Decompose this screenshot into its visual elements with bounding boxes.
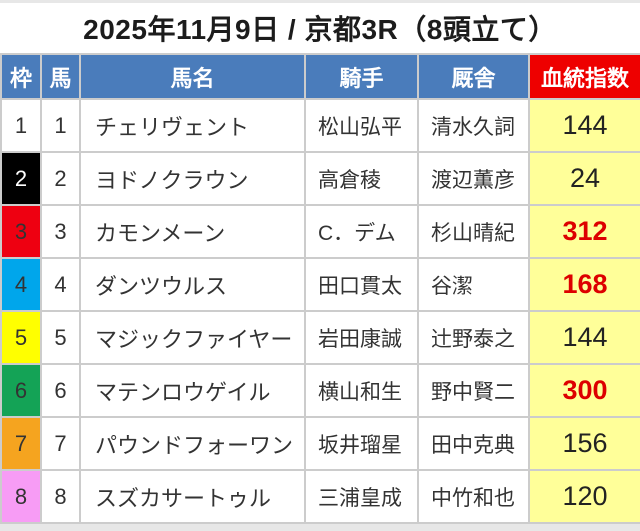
table-header: 枠 馬 馬名 騎手 厩舎 血統指数: [0, 53, 640, 100]
horse-name-cell: チェリヴェント: [79, 98, 306, 153]
table-row: 3 3 カモンメーン C．デム 杉山晴紀 312: [0, 204, 640, 259]
header-stable: 厩舎: [417, 53, 530, 100]
frame-number-cell: 8: [0, 469, 42, 524]
horse-number-cell: 3: [40, 204, 81, 259]
page-container: 2025年11月9日 / 京都3R（8頭立て） 枠 馬 馬名 騎手 厩舎 血統指…: [0, 3, 640, 524]
frame-number-cell: 2: [0, 151, 42, 206]
table-row: 6 6 マテンロウゲイル 横山和生 野中賢二 300: [0, 363, 640, 418]
blood-index-cell: 144: [528, 310, 640, 365]
horse-name-cell: ダンツウルス: [79, 257, 306, 312]
table-row: 7 7 パウンドフォーワン 坂井瑠星 田中克典 156: [0, 416, 640, 471]
jockey-cell: 松山弘平: [304, 98, 419, 153]
stable-cell: 谷潔: [417, 257, 530, 312]
jockey-cell: C．デム: [304, 204, 419, 259]
horse-number-cell: 8: [40, 469, 81, 524]
frame-number-cell: 4: [0, 257, 42, 312]
table-body: 1 1 チェリヴェント 松山弘平 清水久詞 144 2 2 ヨドノクラウン 高倉…: [0, 98, 640, 524]
frame-number-cell: 5: [0, 310, 42, 365]
blood-index-cell: 300: [528, 363, 640, 418]
jockey-cell: 高倉稜: [304, 151, 419, 206]
horse-number-cell: 4: [40, 257, 81, 312]
horse-name-cell: スズカサートゥル: [79, 469, 306, 524]
stable-cell: 辻野泰之: [417, 310, 530, 365]
horse-name-cell: マテンロウゲイル: [79, 363, 306, 418]
header-blood-index: 血統指数: [528, 53, 640, 100]
frame-number-cell: 3: [0, 204, 42, 259]
table-row: 5 5 マジックファイヤー 岩田康誠 辻野泰之 144: [0, 310, 640, 365]
horse-number-cell: 6: [40, 363, 81, 418]
page-title: 2025年11月9日 / 京都3R（8頭立て）: [83, 14, 557, 45]
header-horse-no: 馬: [40, 53, 81, 100]
stable-cell: 渡辺薫彦: [417, 151, 530, 206]
horse-number-cell: 7: [40, 416, 81, 471]
stable-cell: 田中克典: [417, 416, 530, 471]
blood-index-cell: 156: [528, 416, 640, 471]
blood-index-cell: 168: [528, 257, 640, 312]
frame-number-cell: 7: [0, 416, 42, 471]
table-row: 4 4 ダンツウルス 田口貫太 谷潔 168: [0, 257, 640, 312]
horse-name-cell: マジックファイヤー: [79, 310, 306, 365]
stable-cell: 杉山晴紀: [417, 204, 530, 259]
jockey-cell: 三浦皇成: [304, 469, 419, 524]
stable-cell: 野中賢二: [417, 363, 530, 418]
header-row: 枠 馬 馬名 騎手 厩舎 血統指数: [0, 53, 640, 100]
header-jockey: 騎手: [304, 53, 419, 100]
horse-name-cell: カモンメーン: [79, 204, 306, 259]
jockey-cell: 岩田康誠: [304, 310, 419, 365]
horse-number-cell: 5: [40, 310, 81, 365]
blood-index-cell: 312: [528, 204, 640, 259]
table-row: 2 2 ヨドノクラウン 高倉稜 渡辺薫彦 24: [0, 151, 640, 206]
blood-index-cell: 144: [528, 98, 640, 153]
frame-number-cell: 1: [0, 98, 42, 153]
horse-number-cell: 2: [40, 151, 81, 206]
race-card-table: 枠 馬 馬名 騎手 厩舎 血統指数 1 1 チェリヴェント 松山弘平 清水久詞 …: [0, 53, 640, 524]
horse-name-cell: ヨドノクラウン: [79, 151, 306, 206]
race-title-bar: 2025年11月9日 / 京都3R（8頭立て）: [0, 3, 640, 53]
stable-cell: 中竹和也: [417, 469, 530, 524]
stable-cell: 清水久詞: [417, 98, 530, 153]
jockey-cell: 横山和生: [304, 363, 419, 418]
header-horse-name: 馬名: [79, 53, 306, 100]
blood-index-cell: 120: [528, 469, 640, 524]
horse-name-cell: パウンドフォーワン: [79, 416, 306, 471]
horse-number-cell: 1: [40, 98, 81, 153]
frame-number-cell: 6: [0, 363, 42, 418]
header-frame: 枠: [0, 53, 42, 100]
jockey-cell: 坂井瑠星: [304, 416, 419, 471]
blood-index-cell: 24: [528, 151, 640, 206]
jockey-cell: 田口貫太: [304, 257, 419, 312]
table-row: 1 1 チェリヴェント 松山弘平 清水久詞 144: [0, 98, 640, 153]
table-row: 8 8 スズカサートゥル 三浦皇成 中竹和也 120: [0, 469, 640, 524]
